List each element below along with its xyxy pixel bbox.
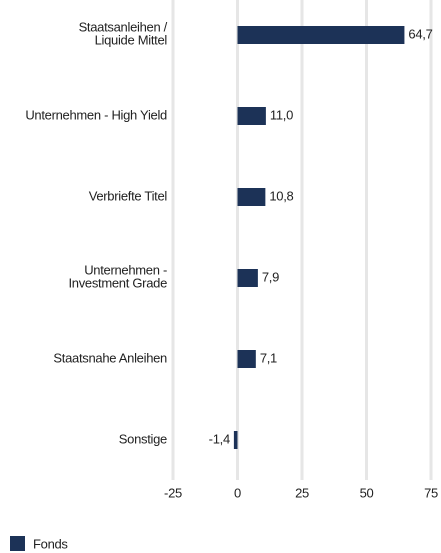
category-label: Staatsnahe Anleihen: [53, 350, 167, 365]
bar: [237, 350, 256, 368]
x-tick-label: 50: [360, 485, 374, 500]
legend-label: Fonds: [33, 536, 68, 551]
legend-swatch: [10, 536, 25, 551]
category-label: Verbriefte Titel: [89, 188, 168, 203]
bar: [237, 107, 266, 125]
value-label: 7,9: [262, 269, 279, 284]
bar: [237, 269, 258, 287]
category-label: Unternehmen -Investment Grade: [68, 263, 167, 291]
value-label: 11,0: [270, 107, 293, 122]
x-tick-label: -25: [164, 485, 182, 500]
category-label: Staatsanleihen / Liquide Mittel: [79, 20, 168, 48]
bar: [237, 188, 266, 206]
value-label: 10,8: [269, 188, 293, 203]
category-label: Unternehmen - High Yield: [25, 107, 167, 122]
x-tick-label: 25: [295, 485, 309, 500]
value-label: 64,7: [408, 26, 432, 41]
bar: [233, 431, 238, 449]
category-label: Sonstige: [119, 431, 167, 446]
value-label: 7,1: [260, 350, 277, 365]
x-tick-label: 0: [234, 485, 241, 500]
x-tick-label: 75: [424, 485, 438, 500]
bar: [237, 26, 405, 44]
value-label: -1,4: [209, 431, 230, 446]
